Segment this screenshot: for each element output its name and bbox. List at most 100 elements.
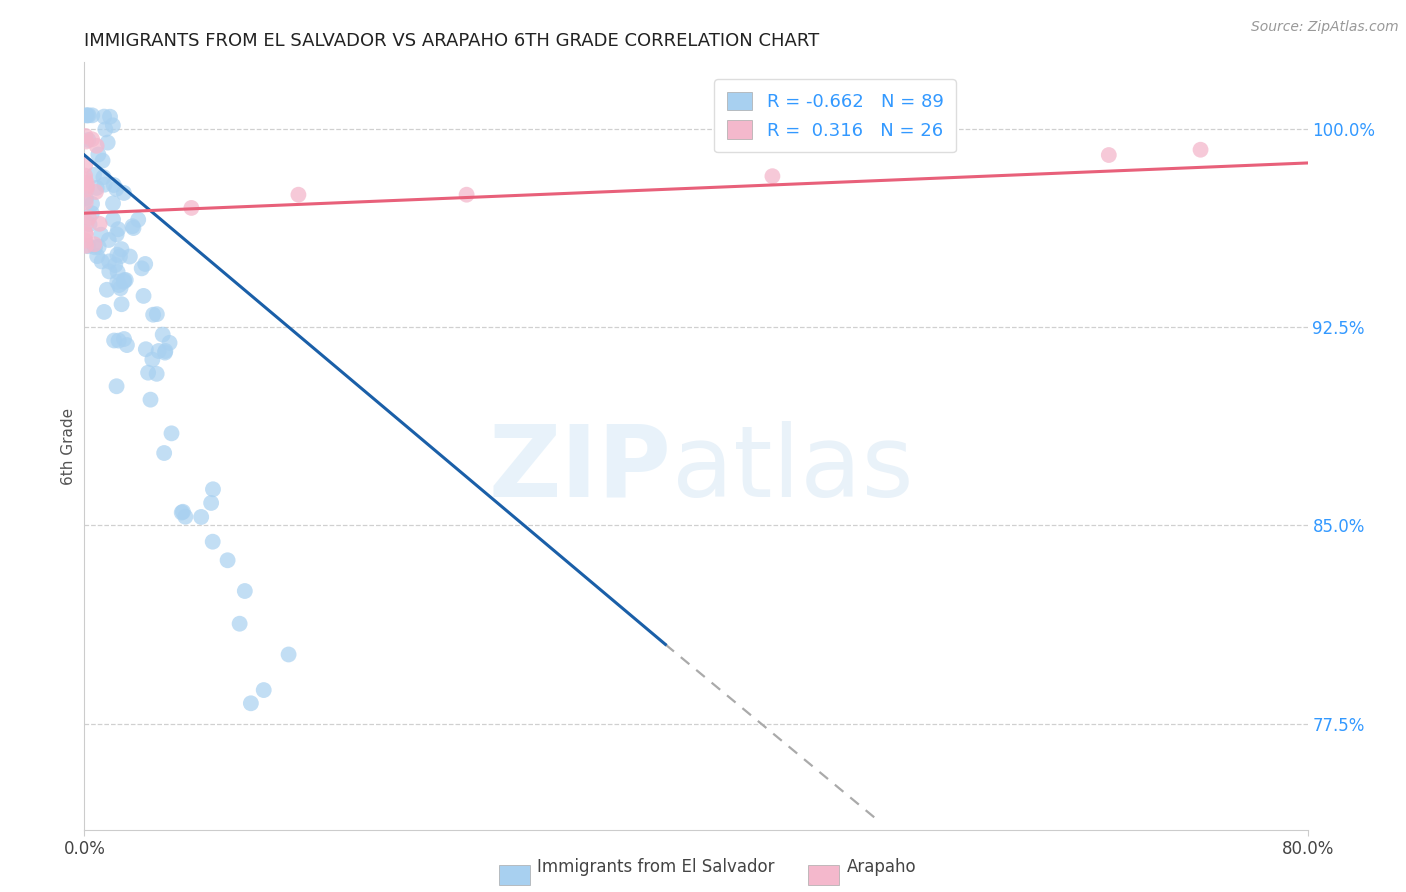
Point — [141, 352, 163, 367]
Point — [103, 178, 125, 192]
Text: atlas: atlas — [672, 420, 912, 517]
Point — [86, 181, 108, 195]
Point — [77, 239, 100, 253]
Point — [75, 172, 97, 186]
Point — [97, 233, 120, 247]
Point — [153, 446, 176, 460]
Point — [75, 234, 97, 248]
Point — [228, 616, 250, 631]
Point — [233, 584, 256, 599]
Point — [201, 534, 224, 549]
Point — [93, 305, 115, 319]
Text: ZIP: ZIP — [489, 420, 672, 517]
Point — [112, 332, 135, 346]
Point — [142, 308, 165, 322]
Point — [77, 133, 100, 147]
Point — [201, 483, 224, 497]
Point — [146, 307, 169, 321]
Point — [103, 334, 125, 348]
Point — [139, 392, 162, 407]
Point — [83, 237, 105, 252]
Point — [105, 227, 128, 242]
Point — [108, 278, 131, 293]
Point — [75, 191, 97, 205]
Point — [98, 264, 121, 278]
Point — [105, 248, 128, 262]
Point — [86, 249, 108, 263]
Point — [76, 179, 98, 194]
Point — [110, 297, 132, 311]
Point — [75, 183, 97, 197]
Point — [217, 553, 239, 567]
Point — [107, 334, 129, 348]
Point — [75, 227, 97, 242]
Point — [76, 216, 98, 230]
Point — [93, 170, 115, 185]
Point — [114, 273, 136, 287]
Legend: R = -0.662   N = 89, R =  0.316   N = 26: R = -0.662 N = 89, R = 0.316 N = 26 — [714, 79, 956, 153]
Point — [105, 182, 128, 196]
Point — [239, 696, 262, 710]
Point — [761, 169, 783, 184]
Point — [75, 135, 97, 149]
Point — [153, 345, 176, 359]
Point — [84, 185, 107, 199]
Text: IMMIGRANTS FROM EL SALVADOR VS ARAPAHO 6TH GRADE CORRELATION CHART: IMMIGRANTS FROM EL SALVADOR VS ARAPAHO 6… — [84, 32, 820, 50]
Point — [90, 254, 112, 268]
Point — [107, 265, 129, 279]
Point — [107, 222, 129, 236]
Point — [1189, 143, 1212, 157]
Point — [82, 108, 104, 122]
Point — [101, 119, 124, 133]
Point — [89, 217, 111, 231]
Point — [84, 240, 107, 254]
Point — [180, 201, 202, 215]
Point — [80, 206, 103, 220]
Point — [105, 275, 128, 289]
Point — [115, 338, 138, 352]
Text: Arapaho: Arapaho — [846, 858, 917, 876]
Point — [112, 275, 135, 289]
Point — [87, 240, 110, 254]
Point — [75, 108, 97, 122]
Point — [76, 176, 98, 190]
Point — [155, 343, 177, 358]
Point — [75, 128, 97, 143]
Point — [127, 212, 149, 227]
Point — [87, 147, 110, 161]
Point — [148, 344, 170, 359]
Point — [112, 186, 135, 200]
Point — [152, 327, 174, 342]
Point — [75, 226, 97, 240]
Point — [101, 196, 124, 211]
Point — [112, 273, 135, 287]
Point — [80, 197, 103, 211]
Point — [118, 250, 141, 264]
Point — [75, 158, 97, 172]
Point — [94, 122, 117, 136]
Point — [104, 258, 127, 272]
Point — [136, 366, 159, 380]
Point — [77, 211, 100, 225]
Point — [160, 426, 183, 441]
Point — [134, 257, 156, 271]
Point — [287, 187, 309, 202]
Y-axis label: 6th Grade: 6th Grade — [60, 408, 76, 484]
Point — [79, 217, 101, 231]
Point — [82, 132, 104, 146]
Point — [121, 219, 143, 234]
Point — [93, 110, 115, 124]
Point — [145, 367, 167, 381]
Point — [110, 281, 132, 295]
Point — [96, 283, 118, 297]
Point — [172, 505, 194, 519]
Point — [277, 648, 299, 662]
Point — [98, 110, 121, 124]
Point — [75, 169, 97, 183]
Point — [122, 221, 145, 235]
Point — [90, 227, 112, 242]
Point — [105, 379, 128, 393]
Point — [170, 506, 193, 520]
Point — [110, 242, 132, 256]
Point — [86, 138, 108, 153]
